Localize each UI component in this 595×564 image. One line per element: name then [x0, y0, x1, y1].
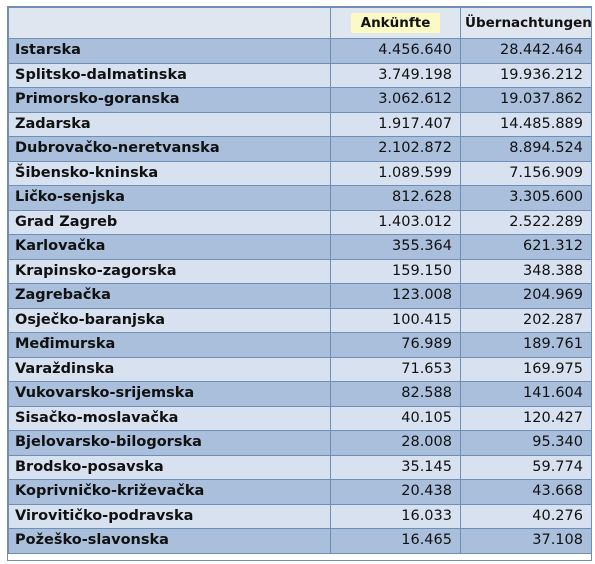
arrivals-cell: 355.364 — [330, 234, 461, 260]
header-row: Ankünfte Übernachtungen — [8, 7, 592, 39]
county-name-cell: Varaždinska — [8, 356, 331, 382]
overnights-cell: 43.668 — [460, 479, 592, 505]
arrivals-cell: 812.628 — [330, 185, 461, 211]
header-cell-arrivals: Ankünfte — [330, 7, 461, 39]
table-row: Istarska 4.456.640 28.442.464 — [8, 38, 592, 64]
table-row: Brodsko-posavska 35.145 59.774 — [8, 454, 592, 480]
arrivals-cell: 16.465 — [330, 528, 461, 554]
county-name-cell: Ličko-senjska — [8, 185, 331, 211]
table-row: Koprivničko-križevačka 20.438 43.668 — [8, 479, 592, 505]
overnights-cell: 14.485.889 — [460, 111, 592, 137]
county-name-cell: Virovitičko-podravska — [8, 503, 331, 529]
county-name-cell: Osječko-baranjska — [8, 307, 331, 333]
county-name-cell: Splitsko-dalmatinska — [8, 62, 331, 88]
arrivals-cell: 2.102.872 — [330, 136, 461, 162]
header-label-arrivals: Ankünfte — [350, 12, 441, 33]
county-name-cell: Bjelovarsko-bilogorska — [8, 430, 331, 456]
overnights-cell: 59.774 — [460, 454, 592, 480]
overnights-cell: 40.276 — [460, 503, 592, 529]
table-row: Bjelovarsko-bilogorska 28.008 95.340 — [8, 430, 592, 456]
table-row: Osječko-baranjska 100.415 202.287 — [8, 307, 592, 333]
county-name-cell: Požeško-slavonska — [8, 528, 331, 554]
overnights-cell: 189.761 — [460, 332, 592, 358]
overnights-cell: 141.604 — [460, 381, 592, 407]
arrivals-cell: 16.033 — [330, 503, 461, 529]
table-row: Grad Zagreb 1.403.012 2.522.289 — [8, 209, 592, 235]
county-name-cell: Dubrovačko-neretvanska — [8, 136, 331, 162]
arrivals-cell: 159.150 — [330, 258, 461, 284]
arrivals-cell: 4.456.640 — [330, 38, 461, 64]
overnights-cell: 169.975 — [460, 356, 592, 382]
table-row: Virovitičko-podravska 16.033 40.276 — [8, 503, 592, 529]
overnights-cell: 202.287 — [460, 307, 592, 333]
county-name-cell: Istarska — [8, 38, 331, 64]
overnights-cell: 8.894.524 — [460, 136, 592, 162]
county-name-cell: Krapinsko-zagorska — [8, 258, 331, 284]
county-name-cell: Karlovačka — [8, 234, 331, 260]
table-row: Zadarska 1.917.407 14.485.889 — [8, 111, 592, 137]
overnights-cell: 19.037.862 — [460, 87, 592, 113]
table-row: Vukovarsko-srijemska 82.588 141.604 — [8, 381, 592, 407]
arrivals-cell: 35.145 — [330, 454, 461, 480]
county-name-cell: Sisačko-moslavačka — [8, 405, 331, 431]
header-cell-overnights: Übernachtungen — [460, 7, 592, 39]
overnights-cell: 2.522.289 — [460, 209, 592, 235]
overnights-cell: 3.305.600 — [460, 185, 592, 211]
arrivals-cell: 40.105 — [330, 405, 461, 431]
table-row: Dubrovačko-neretvanska 2.102.872 8.894.524 — [8, 136, 592, 162]
table-row: Ličko-senjska 812.628 3.305.600 — [8, 185, 592, 211]
header-cell-county — [8, 7, 331, 39]
table-row: Šibensko-kninska 1.089.599 7.156.909 — [8, 160, 592, 186]
header-label-overnights: Übernachtungen — [465, 14, 592, 31]
county-name-cell: Vukovarsko-srijemska — [8, 381, 331, 407]
table-body: Istarska 4.456.640 28.442.464 Splitsko-dalm… — [8, 38, 592, 554]
overnights-cell: 7.156.909 — [460, 160, 592, 186]
county-name-cell: Primorsko-goranska — [8, 87, 331, 113]
arrivals-cell: 20.438 — [330, 479, 461, 505]
overnights-cell: 120.427 — [460, 405, 592, 431]
overnights-cell: 621.312 — [460, 234, 592, 260]
table-row: Karlovačka 355.364 621.312 — [8, 234, 592, 260]
county-name-cell: Zadarska — [8, 111, 331, 137]
overnights-cell: 95.340 — [460, 430, 592, 456]
arrivals-cell: 3.749.198 — [330, 62, 461, 88]
county-name-cell: Brodsko-posavska — [8, 454, 331, 480]
table-row: Splitsko-dalmatinska 3.749.198 19.936.212 — [8, 62, 592, 88]
arrivals-cell: 3.062.612 — [330, 87, 461, 113]
tourism-table: Ankünfte Übernachtungen Istarska 4.456.64… — [8, 7, 592, 554]
table-row: Varaždinska 71.653 169.975 — [8, 356, 592, 382]
overnights-cell: 19.936.212 — [460, 62, 592, 88]
arrivals-cell: 1.403.012 — [330, 209, 461, 235]
arrivals-cell: 71.653 — [330, 356, 461, 382]
table-row: Primorsko-goranska 3.062.612 19.037.862 — [8, 87, 592, 113]
county-name-cell: Međimurska — [8, 332, 331, 358]
overnights-cell: 348.388 — [460, 258, 592, 284]
tourism-table-container: Ankünfte Übernachtungen Istarska 4.456.64… — [7, 6, 592, 561]
arrivals-cell: 123.008 — [330, 283, 461, 309]
table-row: Sisačko-moslavačka 40.105 120.427 — [8, 405, 592, 431]
arrivals-cell: 28.008 — [330, 430, 461, 456]
table-row: Požeško-slavonska 16.465 37.108 — [8, 528, 592, 554]
county-name-cell: Koprivničko-križevačka — [8, 479, 331, 505]
arrivals-cell: 1.089.599 — [330, 160, 461, 186]
county-name-cell: Grad Zagreb — [8, 209, 331, 235]
overnights-cell: 28.442.464 — [460, 38, 592, 64]
table-row: Krapinsko-zagorska 159.150 348.388 — [8, 258, 592, 284]
arrivals-cell: 1.917.407 — [330, 111, 461, 137]
arrivals-cell: 82.588 — [330, 381, 461, 407]
table-row: Zagrebačka 123.008 204.969 — [8, 283, 592, 309]
county-name-cell: Šibensko-kninska — [8, 160, 331, 186]
county-name-cell: Zagrebačka — [8, 283, 331, 309]
overnights-cell: 37.108 — [460, 528, 592, 554]
overnights-cell: 204.969 — [460, 283, 592, 309]
arrivals-cell: 100.415 — [330, 307, 461, 333]
arrivals-cell: 76.989 — [330, 332, 461, 358]
table-row: Međimurska 76.989 189.761 — [8, 332, 592, 358]
